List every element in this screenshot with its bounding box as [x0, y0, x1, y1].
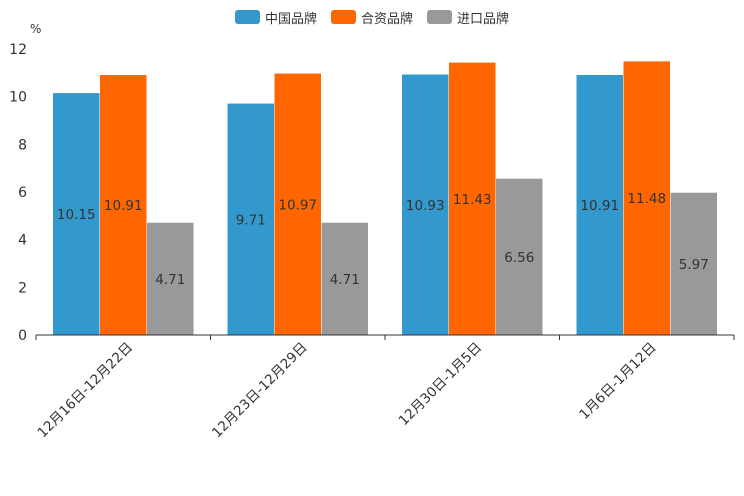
y-tick-label: 6: [18, 185, 27, 201]
legend-label-joint-venture-brand: 合资品牌: [360, 11, 413, 27]
legend-swatch-china-brand: [234, 10, 260, 24]
x-category-label: 12月23日-12月29日: [209, 340, 311, 442]
legend-item-imported-brand[interactable]: 进口品牌: [427, 8, 509, 27]
bar: [227, 103, 274, 335]
bar: [623, 61, 670, 335]
data-label: 11.43: [453, 192, 492, 208]
data-label: 5.97: [679, 257, 709, 273]
y-tick-label: 2: [18, 280, 27, 296]
legend-item-china-brand[interactable]: 中国品牌: [234, 8, 317, 27]
data-label: 4.71: [330, 272, 360, 288]
y-tick-label: 0: [18, 328, 27, 344]
y-tick-label: 4: [18, 233, 27, 249]
data-label: 6.56: [504, 250, 534, 266]
x-category-label: 12月16日-12月22日: [35, 340, 137, 442]
legend-swatch-joint-venture-brand: [330, 10, 356, 24]
bar: [274, 73, 321, 335]
bar: [670, 192, 717, 335]
data-label: 10.91: [580, 198, 619, 214]
y-axis-unit: %: [30, 22, 41, 36]
y-tick-label: 8: [18, 137, 27, 153]
data-label: 10.93: [406, 198, 445, 214]
x-category-label: 1月6日-1月12日: [576, 340, 659, 423]
data-label: 9.71: [236, 212, 266, 228]
data-label: 4.71: [155, 272, 185, 288]
legend-label-china-brand: 中国品牌: [264, 11, 317, 27]
data-label: 10.15: [57, 207, 96, 223]
x-category-label: 12月30日-1月5日: [396, 340, 485, 429]
y-tick-label: 10: [9, 90, 27, 106]
data-label: 10.97: [278, 197, 317, 213]
data-label: 11.48: [627, 191, 666, 207]
legend-label-imported-brand: 进口品牌: [457, 11, 510, 27]
data-label: 10.91: [104, 198, 143, 214]
legend: 中国品牌 合资品牌 进口品牌: [0, 6, 744, 28]
legend-swatch-imported-brand: [427, 10, 452, 24]
legend-item-joint-venture-brand[interactable]: 合资品牌: [330, 8, 413, 27]
bar: [449, 62, 496, 336]
bar: [53, 93, 100, 335]
bar: [100, 74, 147, 335]
bar: [321, 222, 368, 335]
bar: [576, 74, 623, 335]
bar: [496, 178, 543, 335]
bar: [147, 222, 194, 335]
bar: [402, 74, 449, 336]
y-tick-label: 12: [9, 42, 27, 58]
